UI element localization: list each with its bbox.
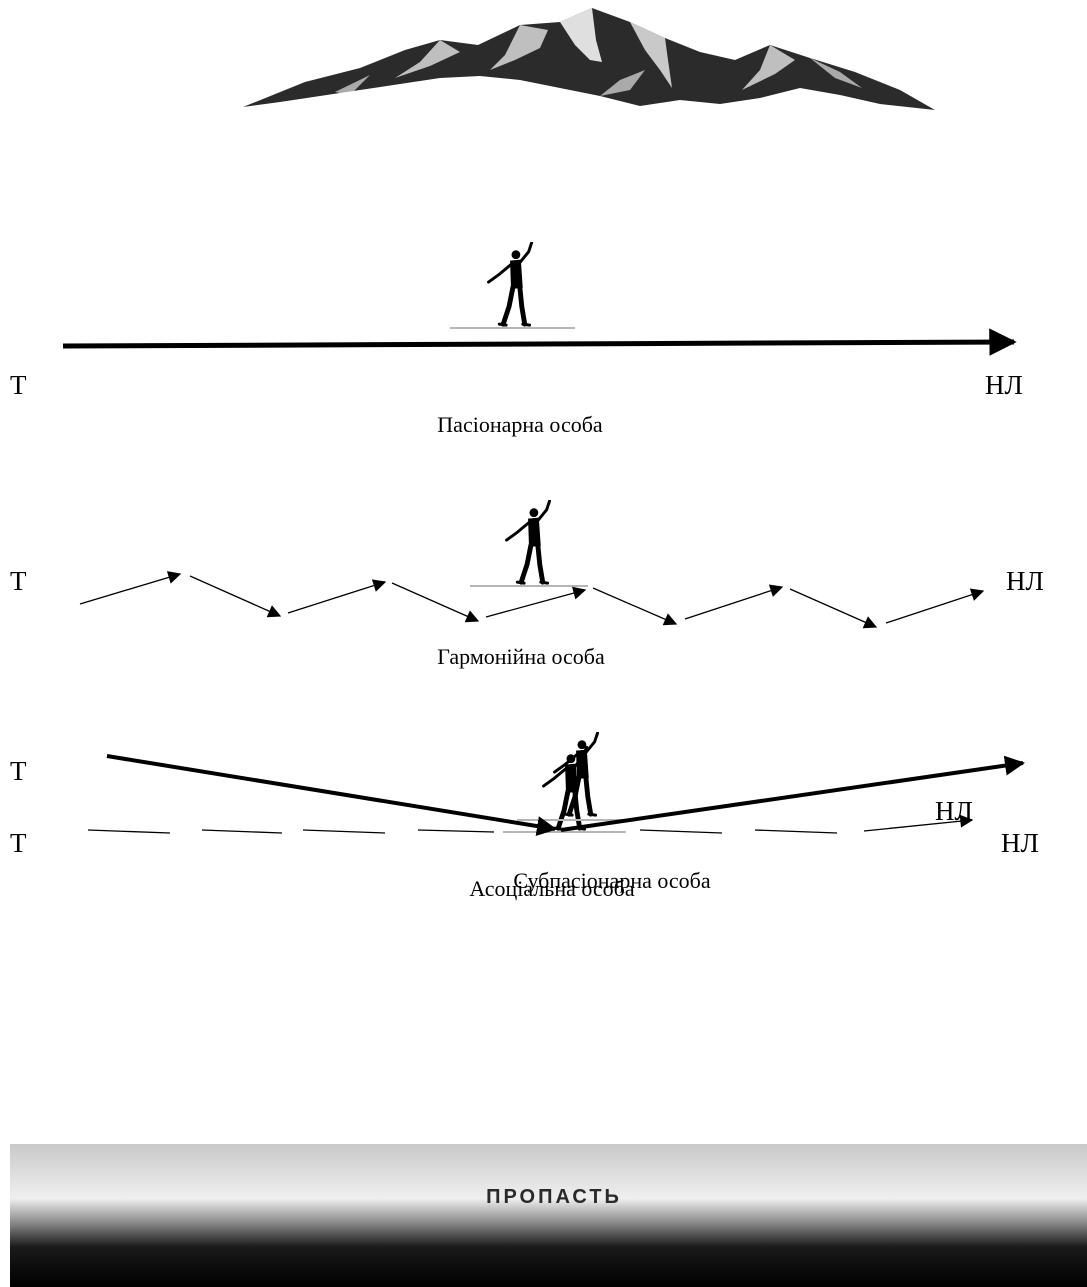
tightrope-walker-icon xyxy=(489,243,532,325)
end-label: НЛ xyxy=(1006,566,1044,596)
dash-segment xyxy=(754,829,838,834)
start-label: Т xyxy=(10,756,27,786)
tightrope-walker-icon xyxy=(507,501,550,583)
ascending-path-arrow xyxy=(560,755,1025,832)
abyss: ПРОПАСТЬ xyxy=(10,1144,1087,1287)
end-label: НЛ xyxy=(1001,828,1039,858)
start-label: Т xyxy=(10,828,27,858)
dash-segment xyxy=(639,829,723,834)
start-label: Т xyxy=(10,566,27,596)
dash-segment xyxy=(87,829,171,834)
end-label: НЛ xyxy=(935,796,973,826)
zigzag-segment xyxy=(592,587,678,626)
zigzag-segment xyxy=(885,588,985,624)
row-caption: Асоціальна особа xyxy=(469,876,635,901)
row-caption: Гармонійна особа xyxy=(437,644,605,669)
zigzag-segment xyxy=(189,575,282,618)
row-asocial: Т НЛ Асоціальна особа xyxy=(10,747,974,901)
row-caption: Пасіонарна особа xyxy=(437,412,603,437)
zigzag-segment xyxy=(684,584,784,620)
zigzag-segment xyxy=(789,588,878,629)
row-harmonious: Т НЛ Гармонійна особа xyxy=(10,501,1044,669)
dash-arrow xyxy=(863,814,974,832)
row-passionate: Т НЛ Пасіонарна особа xyxy=(10,243,1023,437)
straight-path-arrow xyxy=(62,328,1017,356)
dash-segment xyxy=(302,829,386,834)
row-caption: Субпасіонарна особа xyxy=(513,868,711,893)
mountain-icon xyxy=(243,8,935,110)
row-subpassionate: Т НЛ Субпасіонарна особа xyxy=(10,733,1039,893)
zigzag-segment xyxy=(287,579,387,614)
start-label: Т xyxy=(10,370,27,400)
zigzag-path xyxy=(79,571,985,629)
zigzag-segment xyxy=(485,586,587,618)
zigzag-segment xyxy=(79,571,182,605)
end-label: НЛ xyxy=(985,370,1023,400)
zigzag-segment xyxy=(391,582,480,623)
descending-path-arrow xyxy=(106,754,557,836)
abyss-label: ПРОПАСТЬ xyxy=(486,1186,622,1208)
abyss-gradient xyxy=(10,1144,1087,1287)
dash-segment xyxy=(417,829,495,833)
dashed-path xyxy=(87,814,974,834)
dash-segment xyxy=(201,829,283,834)
